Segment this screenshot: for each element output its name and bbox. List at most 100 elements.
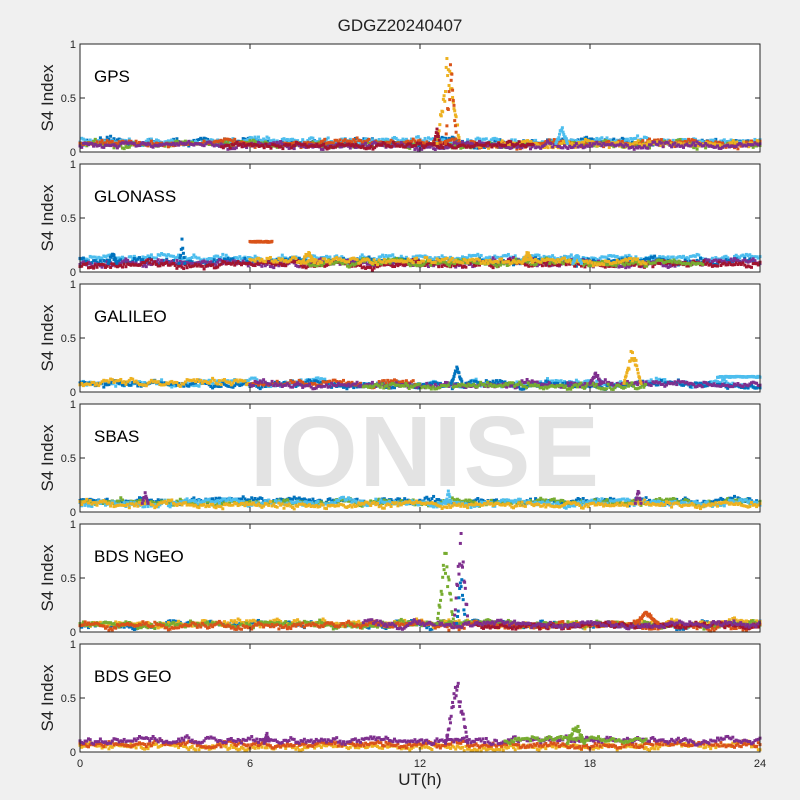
data-point	[590, 140, 594, 144]
data-point	[628, 262, 632, 266]
data-point	[100, 145, 104, 149]
data-point	[670, 255, 674, 259]
data-point	[318, 259, 322, 263]
data-point	[83, 259, 87, 263]
data-point	[416, 148, 420, 152]
data-point	[302, 145, 306, 149]
data-point	[695, 140, 699, 144]
data-point	[658, 140, 662, 144]
plot-area	[80, 44, 760, 152]
data-point	[138, 140, 141, 144]
data-point	[615, 143, 619, 147]
data-point	[382, 258, 386, 262]
data-point	[415, 146, 419, 150]
data-point	[348, 257, 352, 261]
data-point	[194, 262, 198, 266]
data-point	[566, 260, 570, 264]
data-point	[225, 143, 229, 147]
data-point	[393, 256, 396, 260]
data-point	[622, 258, 626, 262]
data-point	[627, 265, 631, 269]
data-point	[451, 95, 455, 99]
data-point	[636, 262, 640, 266]
data-point	[378, 143, 382, 147]
data-point	[687, 264, 691, 268]
data-point	[466, 256, 470, 260]
data-point	[692, 259, 696, 263]
data-point	[485, 141, 489, 145]
data-point	[403, 141, 407, 145]
data-point	[98, 263, 102, 267]
data-point	[736, 143, 740, 147]
data-point	[138, 256, 141, 260]
data-point	[444, 132, 448, 136]
data-point	[211, 263, 215, 267]
data-point	[678, 137, 682, 141]
data-point	[722, 144, 726, 148]
data-point	[214, 143, 218, 147]
data-point	[104, 255, 107, 259]
data-point	[141, 141, 145, 145]
data-point	[615, 138, 619, 142]
data-point	[257, 262, 260, 266]
data-point	[742, 140, 746, 144]
data-point	[241, 256, 245, 260]
data-point	[155, 141, 158, 145]
data-point	[489, 264, 493, 268]
data-point	[126, 260, 130, 264]
data-point	[124, 140, 128, 144]
data-point	[280, 253, 284, 257]
data-point	[384, 261, 388, 265]
data-point	[747, 145, 751, 149]
data-point	[436, 144, 440, 148]
data-points	[78, 237, 762, 272]
data-point	[173, 140, 177, 144]
data-point	[707, 263, 711, 267]
y-tick-label: 0.5	[61, 93, 76, 105]
data-point	[106, 261, 110, 265]
data-point	[102, 139, 106, 143]
data-point	[268, 261, 272, 265]
data-point	[418, 254, 422, 258]
data-point	[668, 264, 672, 268]
data-point	[231, 147, 235, 151]
data-point	[245, 260, 249, 264]
data-point	[381, 253, 385, 257]
data-point	[661, 255, 665, 259]
data-point	[370, 142, 374, 146]
data-point	[683, 258, 687, 262]
data-point	[446, 262, 450, 266]
data-point	[132, 263, 136, 267]
data-point	[620, 136, 624, 140]
data-point	[500, 139, 504, 143]
data-point	[202, 136, 206, 140]
data-point	[677, 259, 681, 263]
data-point	[638, 142, 642, 146]
data-point	[658, 255, 662, 259]
data-point	[190, 262, 194, 266]
data-point	[284, 264, 288, 268]
data-point	[126, 262, 130, 266]
data-point	[446, 74, 450, 78]
data-point	[335, 144, 339, 148]
data-point	[98, 256, 102, 260]
data-point	[416, 135, 420, 139]
data-point	[366, 146, 370, 150]
data-point	[216, 265, 220, 269]
data-point	[466, 142, 470, 146]
data-point	[352, 144, 356, 148]
data-point	[262, 146, 266, 150]
data-point	[621, 262, 625, 266]
data-point	[705, 258, 709, 262]
data-point	[551, 254, 555, 258]
data-point	[396, 144, 400, 148]
data-point	[352, 263, 356, 267]
data-point	[648, 257, 651, 261]
data-point	[731, 144, 735, 148]
data-point	[399, 261, 403, 265]
data-point	[689, 263, 693, 267]
data-point	[585, 256, 589, 260]
data-point	[258, 139, 262, 143]
data-point	[721, 145, 725, 149]
data-point	[658, 261, 662, 265]
